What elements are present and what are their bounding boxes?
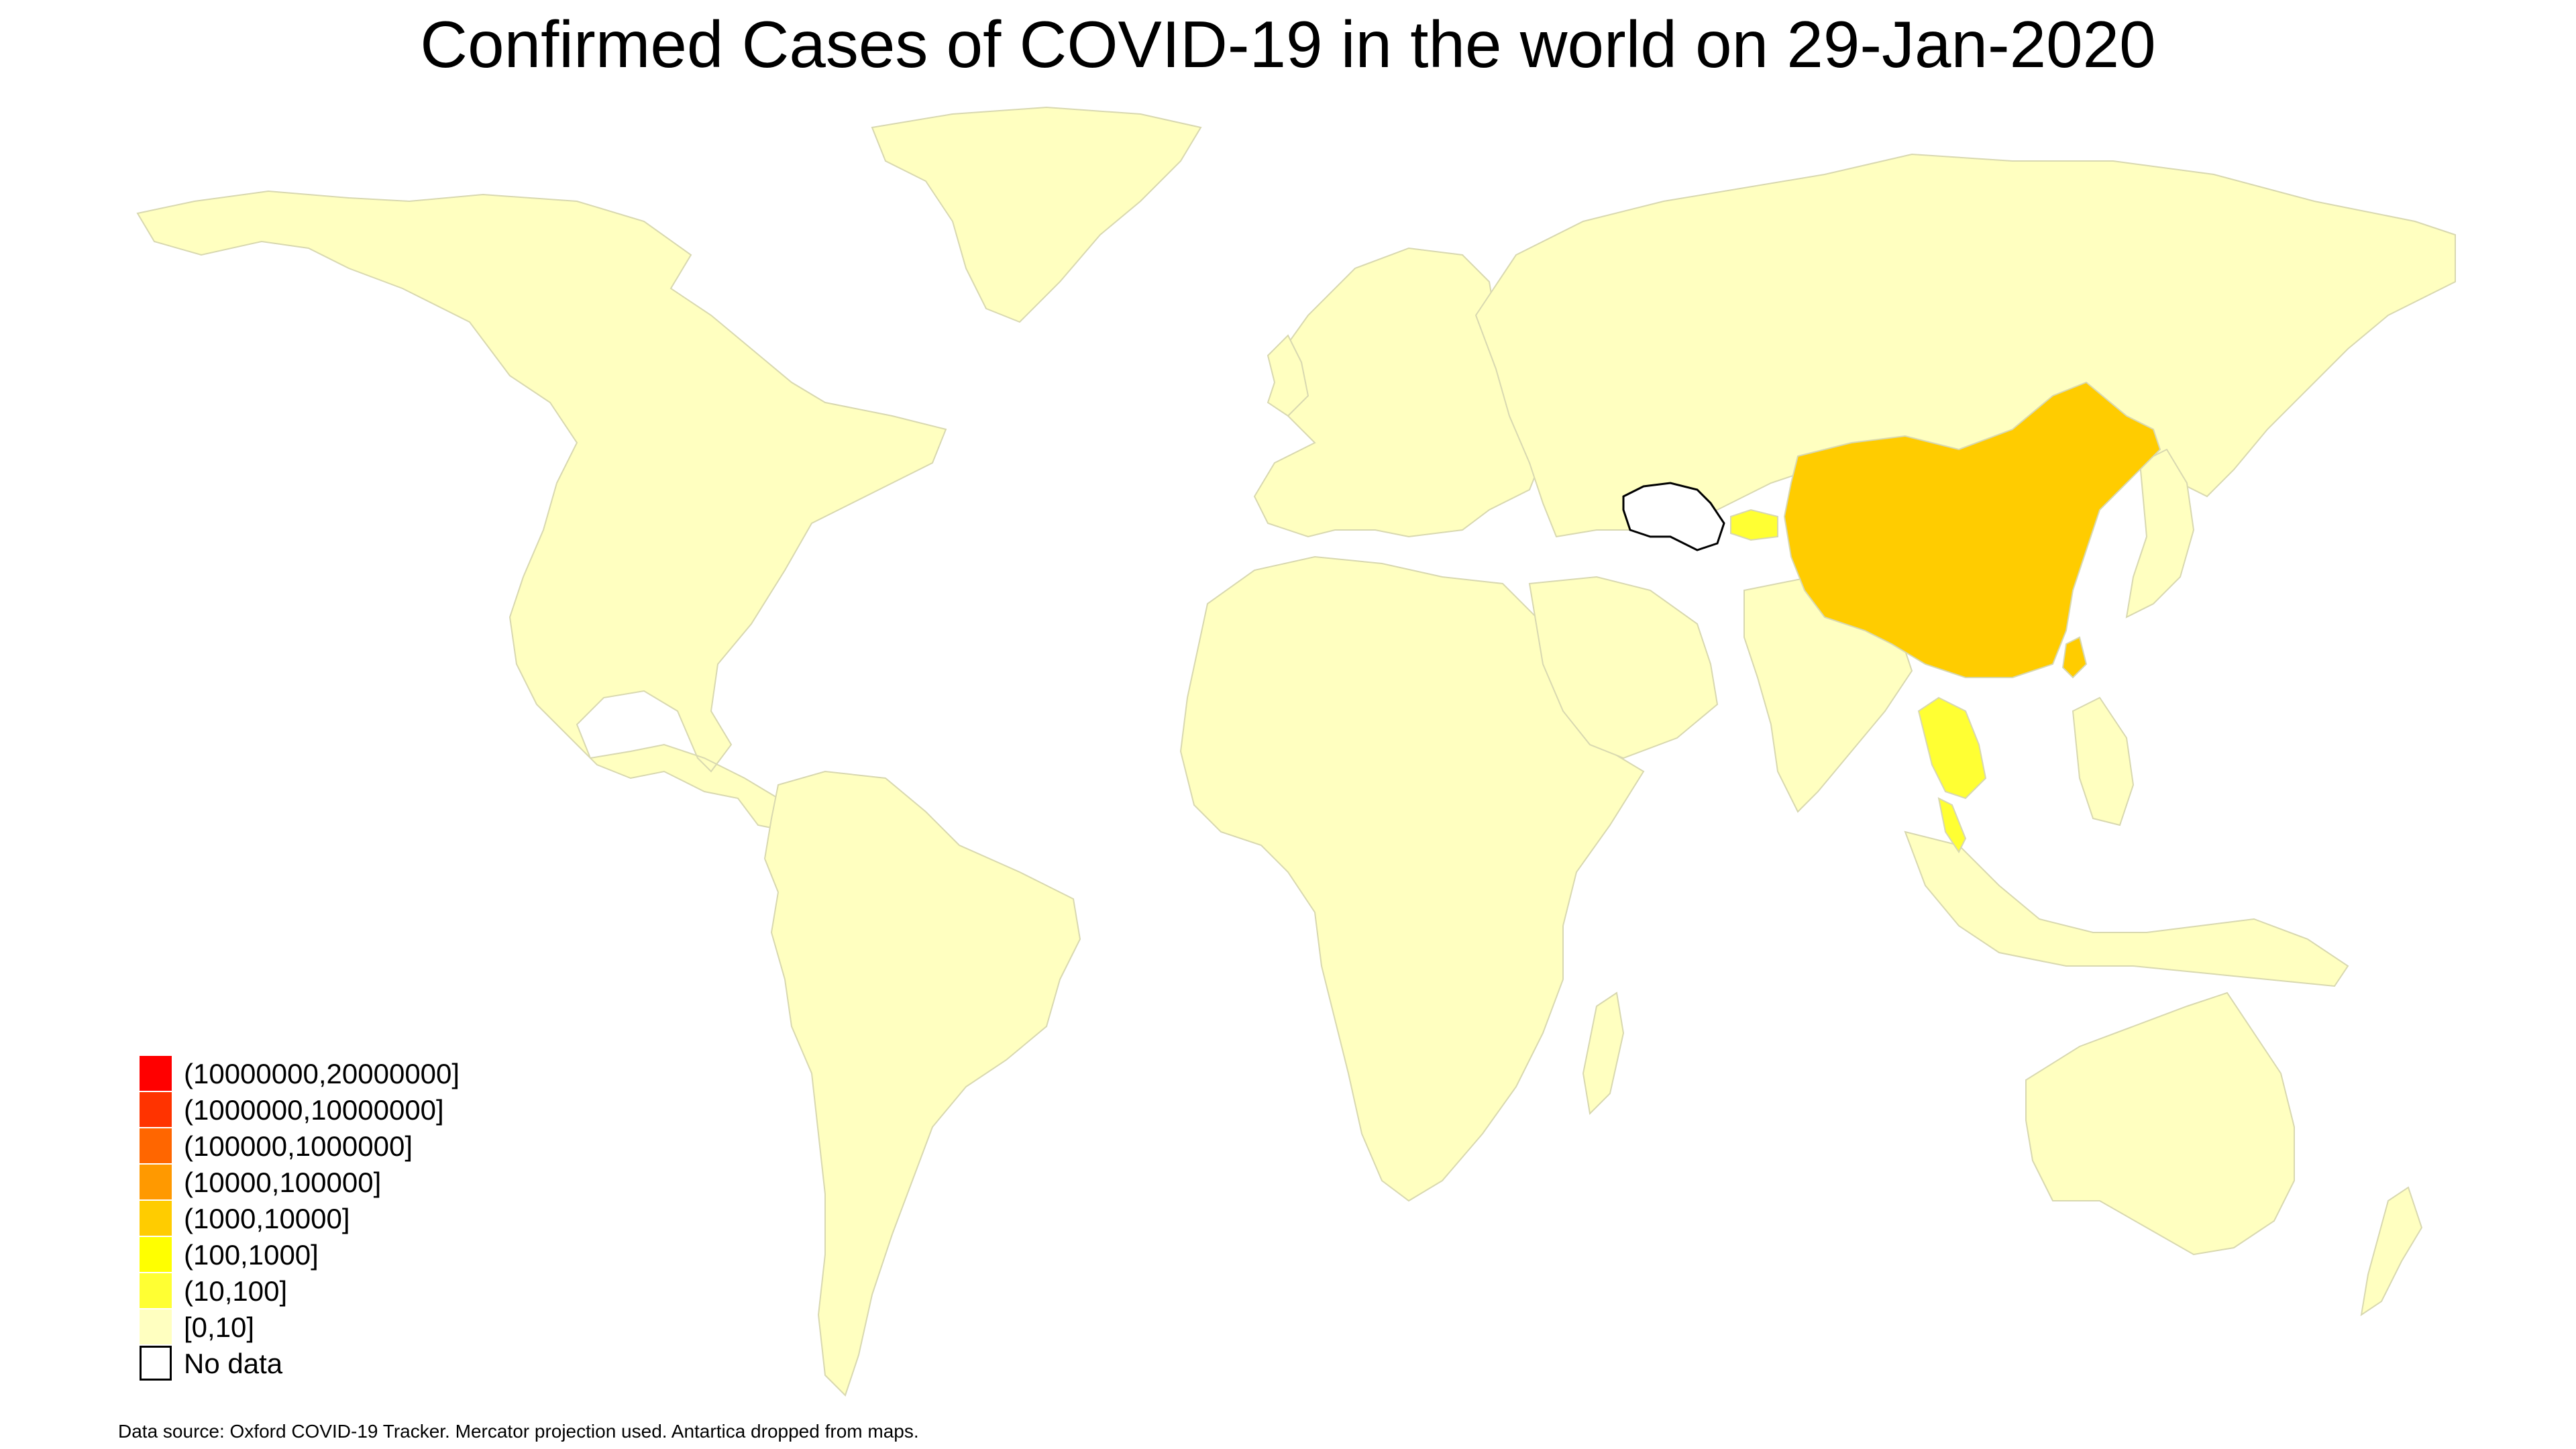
region-russia-and-asia	[1474, 153, 2456, 538]
region-australia	[2025, 991, 2295, 1256]
region-north-america	[136, 190, 947, 833]
region-greenland	[871, 106, 1202, 323]
region-europe	[1253, 247, 1544, 538]
legend-swatch	[140, 1201, 172, 1236]
legend-swatch	[140, 1056, 172, 1091]
region-china	[1783, 381, 2161, 678]
region-indonesia	[1904, 830, 2349, 987]
region-taiwan	[2061, 636, 2088, 679]
region-tajikistan	[1730, 508, 1778, 541]
legend-swatch	[140, 1092, 172, 1127]
legend-swatch	[140, 1165, 172, 1199]
region-madagascar	[1582, 991, 1625, 1116]
region-malay-peninsula	[1937, 797, 1967, 853]
legend-swatch	[140, 1346, 172, 1381]
map-title: Confirmed Cases of COVID-19 in the world…	[420, 7, 2156, 81]
source-note: Data source: Oxford COVID-19 Tracker. Me…	[118, 1421, 919, 1442]
legend-label: (100000,1000000]	[184, 1130, 413, 1162]
legend-swatch	[140, 1237, 172, 1272]
legend-label: (10000,100000]	[184, 1167, 382, 1198]
region-thailand	[1917, 696, 1987, 800]
legend-swatch	[140, 1128, 172, 1163]
legend-label: (1000000,10000000]	[184, 1094, 444, 1126]
legend-label: (10000000,20000000]	[184, 1058, 460, 1089]
legend-label: [0,10]	[184, 1311, 255, 1343]
legend-label: No data	[184, 1348, 283, 1379]
country-regions	[136, 106, 2456, 1397]
region-new-zealand	[2360, 1186, 2423, 1317]
region-south-america	[763, 770, 1081, 1397]
region-arabian-peninsula	[1528, 576, 1719, 759]
legend-label: (1000,10000]	[184, 1203, 350, 1234]
legend-swatch	[140, 1273, 172, 1308]
legend-label: (10,100]	[184, 1275, 288, 1307]
legend-label: (100,1000]	[184, 1239, 319, 1271]
region-japan	[2125, 448, 2195, 619]
region-philippines	[2072, 696, 2135, 826]
region-united-kingdom	[1267, 334, 1309, 417]
legend-swatch	[140, 1309, 172, 1344]
region-turkmenistan	[1622, 482, 1725, 551]
region-africa	[1179, 555, 1645, 1202]
